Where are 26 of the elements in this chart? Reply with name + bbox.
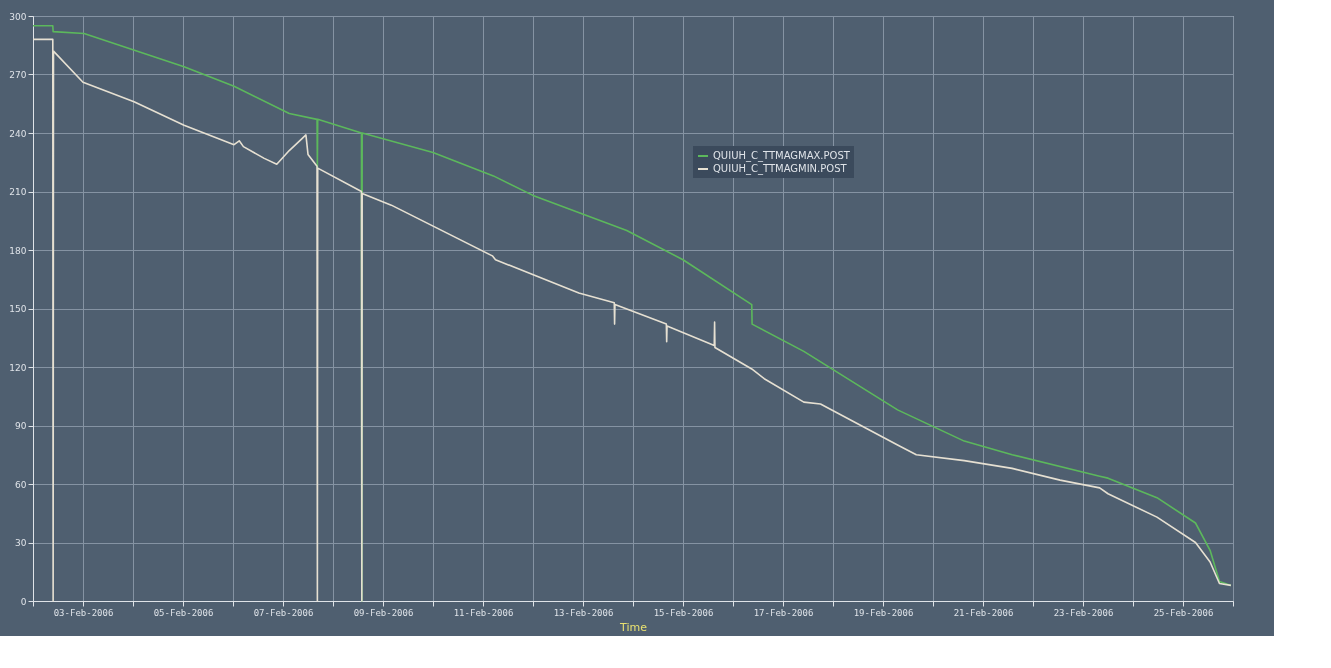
y-tick-label: 300 (9, 11, 27, 22)
y-tick-label: 240 (9, 128, 27, 139)
x-tick-label: 05-Feb-2006 (153, 607, 214, 618)
x-tick-label: 15-Feb-2006 (653, 607, 714, 618)
y-tick-label: 120 (9, 362, 27, 373)
legend-label: QUIUH_C_TTMAGMAX.POST (713, 150, 851, 162)
y-tick-label: 150 (9, 304, 27, 314)
x-tick-label: 13-Feb-2006 (553, 607, 614, 618)
x-tick-label: 17-Feb-2006 (753, 607, 814, 618)
x-tick-label: 25-Feb-2006 (1153, 607, 1214, 618)
x-tick-label: 07-Feb-2006 (253, 607, 314, 618)
x-tick-label: 11-Feb-2006 (453, 607, 514, 618)
y-tick-label: 30 (15, 538, 27, 548)
x-axis-title: Time (619, 620, 648, 634)
y-tick-label: 270 (9, 70, 27, 80)
y-tick-label: 60 (15, 479, 27, 490)
x-tick-label: 19-Feb-2006 (853, 607, 914, 618)
y-tick-label: 180 (9, 245, 27, 256)
y-tick-label: 210 (9, 187, 27, 197)
x-tick-label: 23-Feb-2006 (1053, 607, 1114, 618)
x-tick-label: 03-Feb-2006 (53, 607, 114, 618)
y-tick-label: 0 (20, 596, 27, 607)
x-tick-label: 09-Feb-2006 (353, 607, 414, 618)
y-tick-label: 90 (15, 421, 27, 431)
x-tick-label: 21-Feb-2006 (953, 607, 1014, 618)
legend-label: QUIUH_C_TTMAGMIN.POST (713, 163, 848, 175)
